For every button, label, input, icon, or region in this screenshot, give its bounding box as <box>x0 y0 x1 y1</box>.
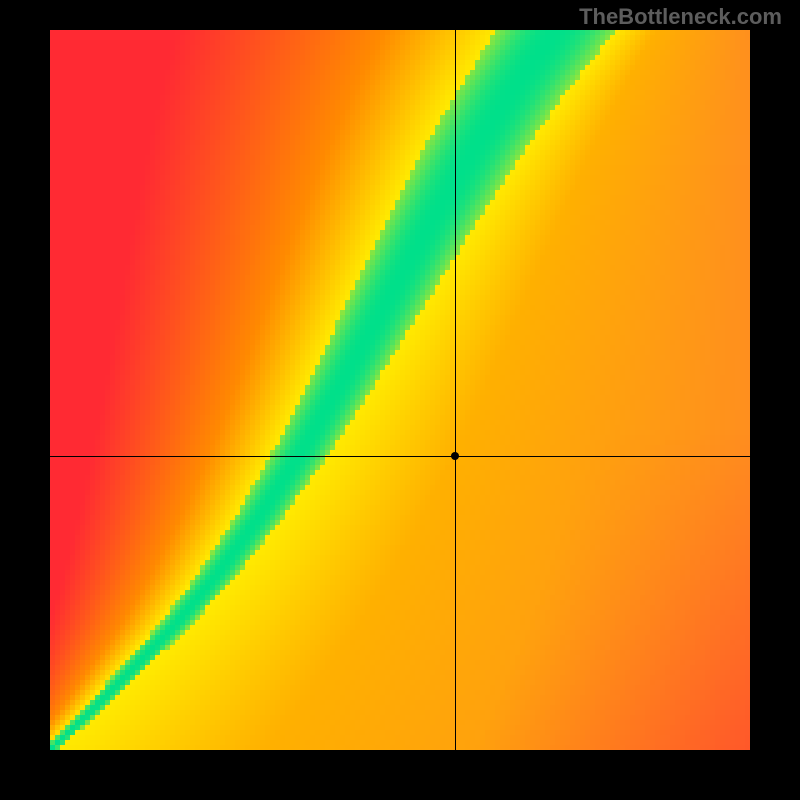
crosshair-vertical <box>455 30 456 750</box>
heatmap-canvas <box>50 30 750 750</box>
chart-container: TheBottleneck.com <box>0 0 800 800</box>
watermark-text: TheBottleneck.com <box>579 4 782 30</box>
crosshair-horizontal <box>50 456 750 457</box>
crosshair-marker <box>451 452 459 460</box>
plot-area <box>50 30 750 750</box>
